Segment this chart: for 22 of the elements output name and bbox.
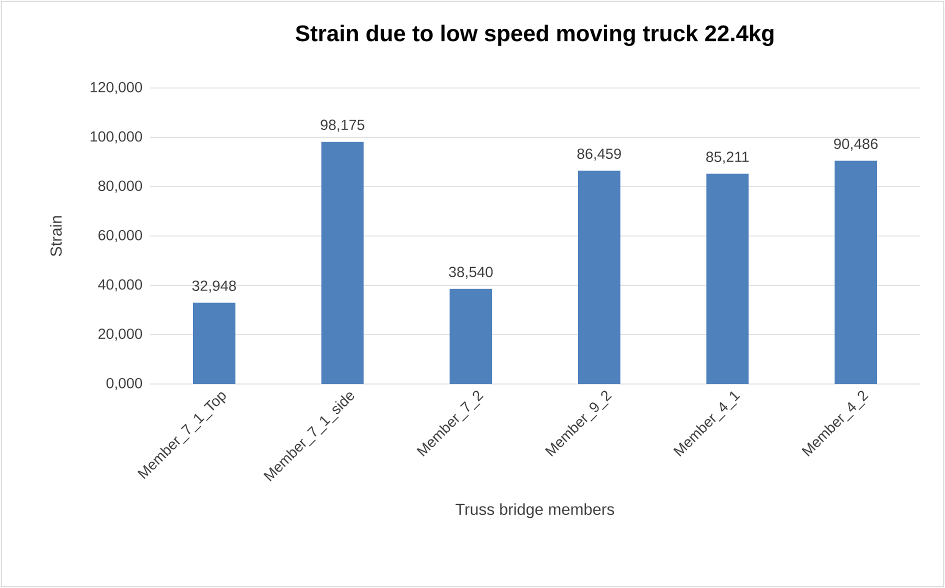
bar <box>193 302 236 384</box>
bar <box>706 174 749 384</box>
bar <box>578 170 620 384</box>
chart-title: Strain due to low speed moving truck 22.4kg <box>296 24 774 46</box>
data-label: 85,211 <box>706 152 749 164</box>
bar <box>450 288 492 384</box>
y-axis-title: Strain <box>50 216 62 256</box>
y-tick-label: 80,000 <box>98 180 142 193</box>
data-label: 98,175 <box>320 120 364 132</box>
bar <box>834 160 878 384</box>
data-label: 38,540 <box>448 266 493 279</box>
bar <box>321 142 364 384</box>
y-tick-label: 120,000 <box>90 82 142 94</box>
y-tick-label: 60,000 <box>98 230 142 242</box>
y-tick-label: 100,000 <box>90 131 142 144</box>
data-label: 32,948 <box>192 280 236 293</box>
x-axis-title: Truss bridge members <box>456 503 614 518</box>
data-label: 90,486 <box>834 138 878 151</box>
y-tick-label: 20,000 <box>98 328 142 341</box>
y-tick-label: 0,000 <box>106 378 142 390</box>
data-label: 86,459 <box>577 148 621 161</box>
y-tick-label: 40,000 <box>98 279 142 292</box>
